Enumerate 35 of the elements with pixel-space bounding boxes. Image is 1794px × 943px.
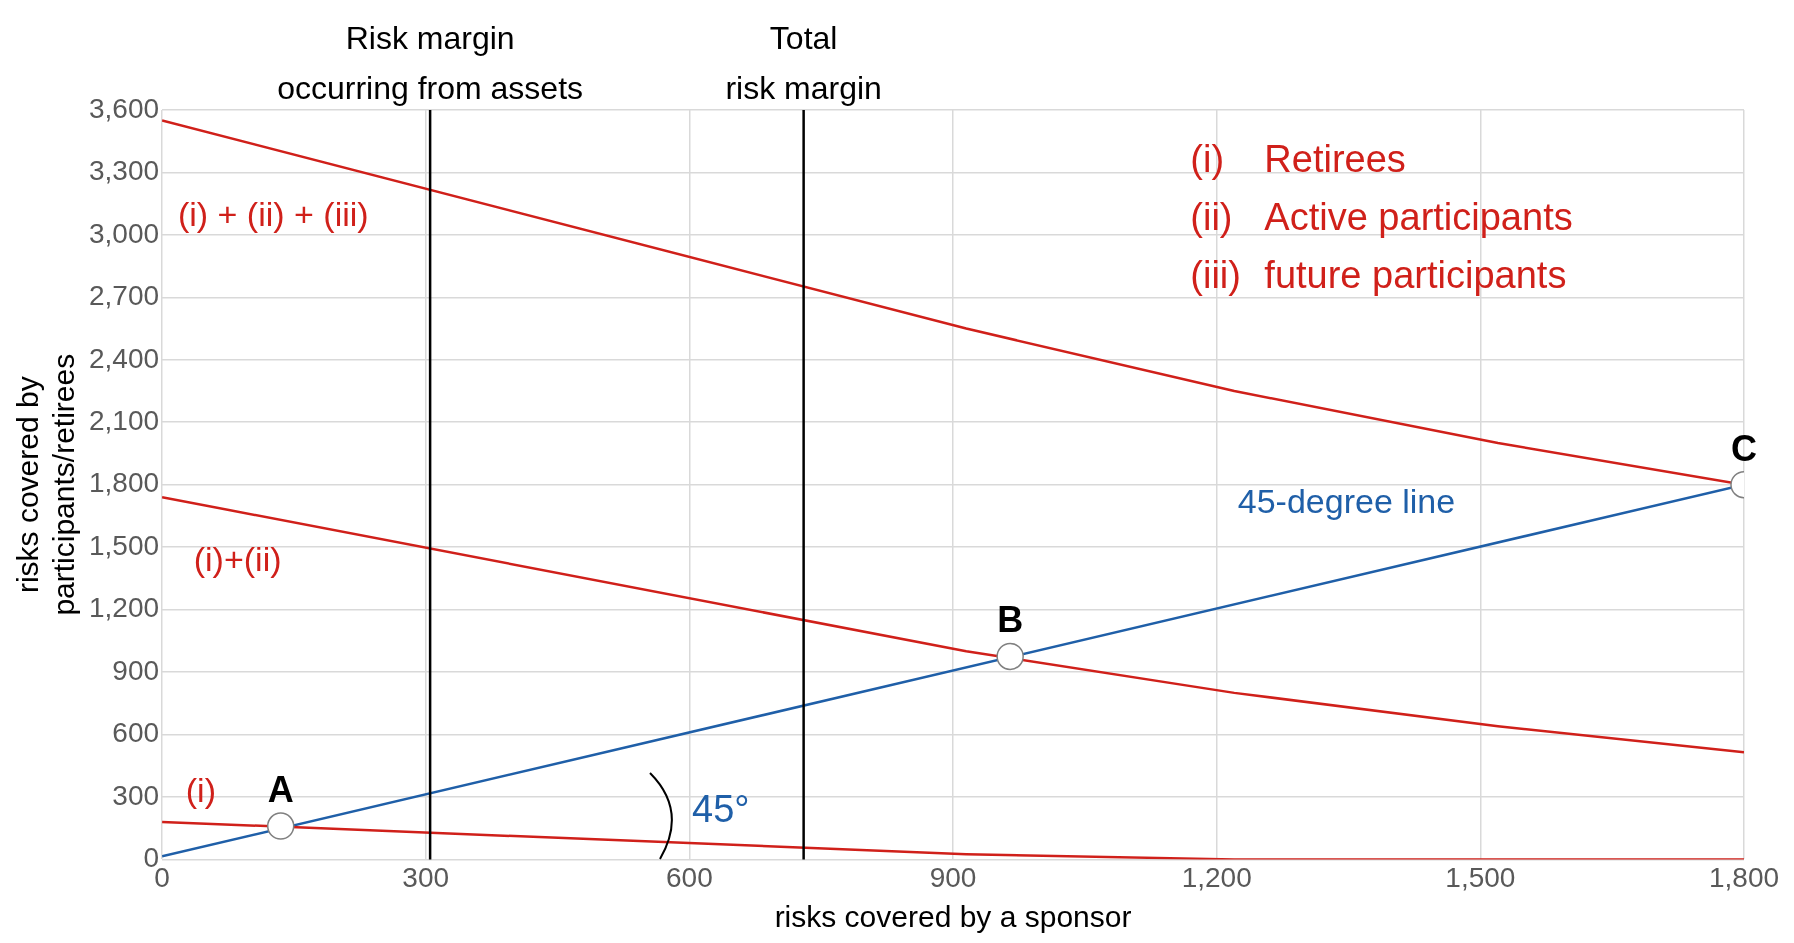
annotation: (iii) future participants xyxy=(1190,254,1567,297)
series-label: 45-degree line xyxy=(1237,481,1456,520)
x-tick-label: 1,500 xyxy=(1445,861,1516,893)
y-tick-label: 2,100 xyxy=(88,404,160,436)
x-tick-label: 300 xyxy=(402,861,450,893)
y-tick-label: 2,400 xyxy=(88,342,160,374)
x-tick-label: 1,200 xyxy=(1181,861,1252,893)
series-label: (i)+(ii) xyxy=(193,539,282,578)
y-tick-label: 1,500 xyxy=(88,529,160,561)
y-tick-label: 3,000 xyxy=(88,217,160,249)
annotation: (i) Retirees xyxy=(1190,138,1406,181)
x-axis-title: risks covered by a sponsor xyxy=(774,900,1132,934)
y-tick-label: 2,700 xyxy=(88,280,160,312)
series-label: (i) + (ii) + (iii) xyxy=(177,194,369,233)
y-axis-title: risks covered by participants/retirees xyxy=(11,353,81,616)
data-label: B xyxy=(997,599,1024,641)
point xyxy=(266,812,295,840)
x-tick-label: 1,800 xyxy=(1708,861,1780,893)
x-tick-label: 600 xyxy=(666,861,713,893)
data-label: A xyxy=(267,769,294,811)
ref-line-label: Risk margin occurring from assets xyxy=(277,19,584,106)
data-label: C xyxy=(1731,427,1757,469)
x-tick-label: 900 xyxy=(929,861,977,893)
y-tick-label: 1,200 xyxy=(88,592,160,624)
y-tick-label: 3,300 xyxy=(88,155,160,187)
annotation: (ii) Active participants xyxy=(1190,196,1573,239)
y-tick-label: 600 xyxy=(112,717,160,749)
y-tick-label: 900 xyxy=(112,654,160,686)
series-label: (i) xyxy=(185,771,216,810)
point xyxy=(996,642,1024,671)
y-tick-label: 3,600 xyxy=(88,92,160,124)
ref-line-label: Total risk margin xyxy=(725,19,882,106)
annotation: 45° xyxy=(692,787,750,830)
y-tick-label: 300 xyxy=(112,779,160,811)
y-tick-label: 1,800 xyxy=(88,467,160,499)
